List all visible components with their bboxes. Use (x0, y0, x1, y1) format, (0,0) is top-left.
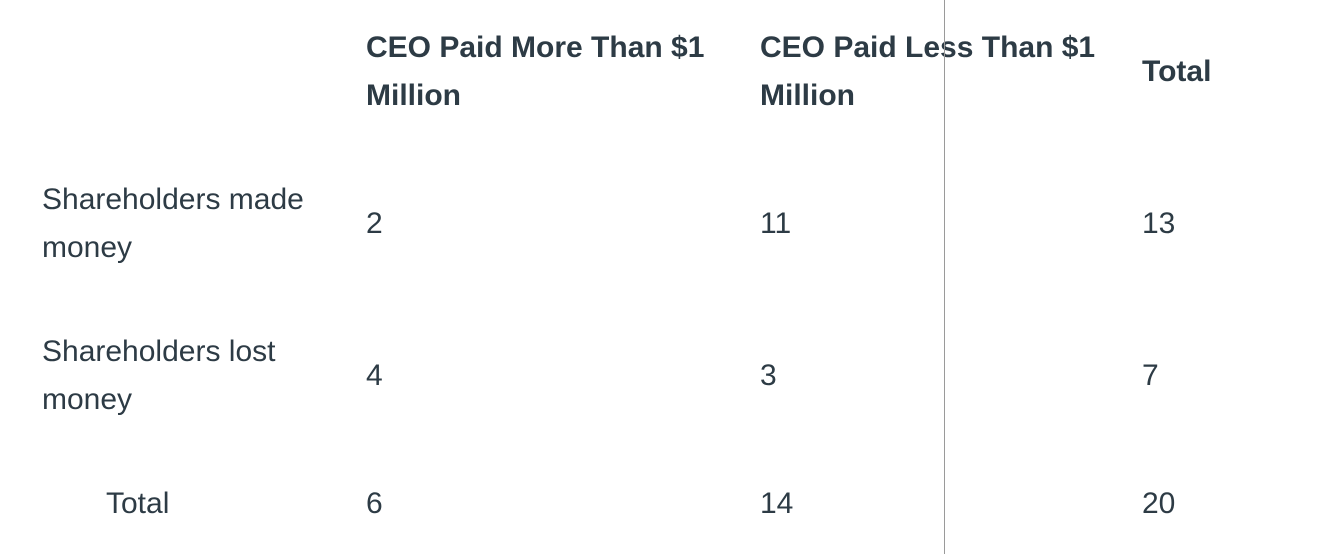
cell-total-more: 6 (366, 487, 383, 520)
cell-total-less: 14 (760, 487, 794, 520)
cell-lost-total: 7 (1142, 359, 1159, 392)
cell-made-more: 2 (366, 207, 383, 240)
header-ceo-paid-more: CEO Paid More Than $1 Million (366, 24, 704, 120)
row-label-lost-money: Shareholders lost money (42, 328, 275, 424)
vertical-divider-line (944, 0, 945, 554)
row-label-lost-money-line1: Shareholders lost (42, 335, 276, 368)
header-ceo-paid-less-line2: Million (760, 79, 855, 112)
row-label-made-money: Shareholders made money (42, 176, 304, 272)
row-label-total: Total (106, 487, 170, 520)
cell-lost-more: 4 (366, 359, 383, 392)
header-total: Total (1142, 55, 1212, 88)
row-label-made-money-line2: money (42, 231, 133, 264)
cell-grand-total: 20 (1142, 487, 1176, 520)
row-label-lost-money-line2: money (42, 383, 133, 416)
cell-made-total: 13 (1142, 207, 1176, 240)
header-ceo-paid-less: CEO Paid Less Than $1 Million (760, 24, 1095, 120)
header-ceo-paid-more-line1: CEO Paid More Than $1 (366, 31, 705, 64)
cell-made-less: 11 (760, 207, 792, 240)
header-ceo-paid-more-line2: Million (366, 79, 461, 112)
row-label-made-money-line1: Shareholders made (42, 183, 304, 216)
header-ceo-paid-less-line1: CEO Paid Less Than $1 (760, 31, 1096, 64)
cell-lost-less: 3 (760, 359, 777, 392)
